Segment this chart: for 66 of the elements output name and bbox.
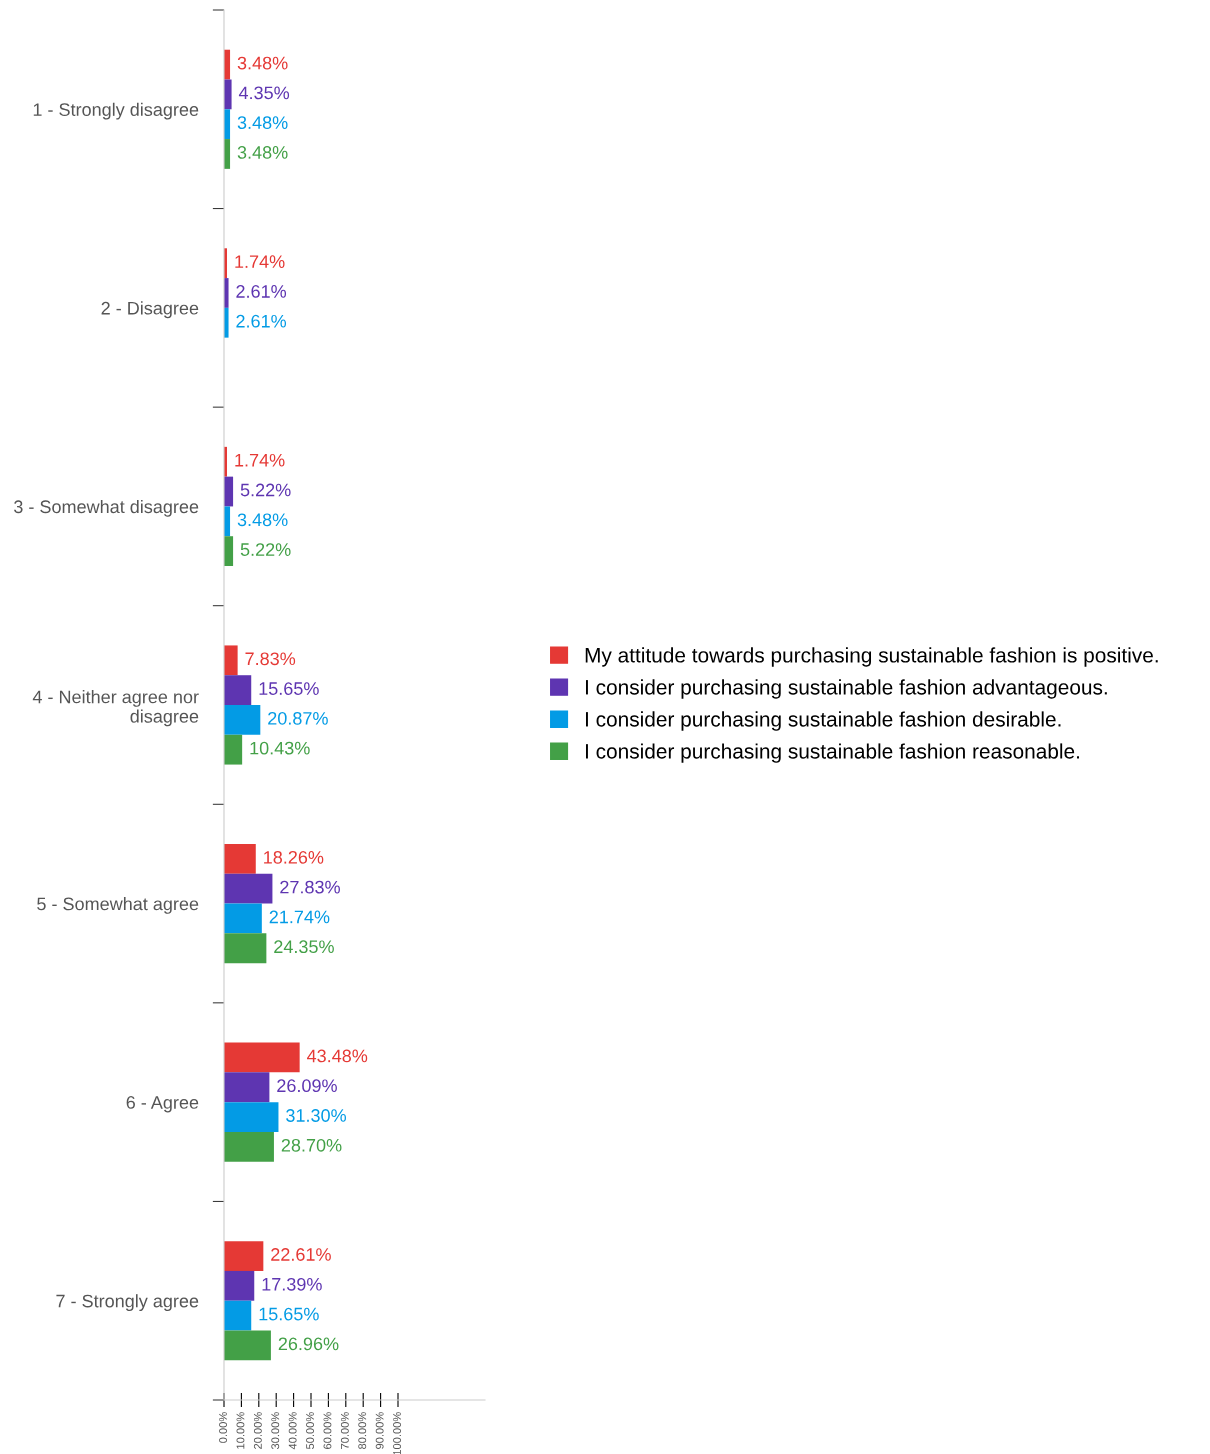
text: 24.35% bbox=[274, 940, 334, 954]
bar bbox=[224, 844, 256, 874]
text: 7.83% bbox=[245, 652, 296, 666]
legend-label: I consider purchasing sustainable fashion reasonable. bbox=[585, 743, 1080, 763]
text: 3.48% bbox=[237, 513, 288, 527]
text: 5.22% bbox=[240, 483, 291, 497]
text: 3.48% bbox=[237, 56, 288, 70]
x-tick-label: 10.00% bbox=[236, 1412, 245, 1449]
bar bbox=[224, 645, 238, 676]
y-tick-label: 3 - Somewhat disagree bbox=[14, 499, 199, 517]
bar bbox=[224, 1270, 255, 1301]
text: 1.74% bbox=[235, 453, 285, 467]
bar bbox=[224, 675, 252, 705]
legend-label: I consider purchasing sustainable fashion desirable. bbox=[585, 711, 1061, 731]
bar bbox=[224, 734, 243, 765]
bar bbox=[224, 1042, 300, 1073]
x-tick-label: 80.00% bbox=[358, 1412, 367, 1450]
bar bbox=[224, 903, 262, 934]
bar bbox=[224, 79, 232, 110]
y-tick-label: 6 - Agree bbox=[126, 1096, 199, 1113]
text: 3.48% bbox=[237, 146, 288, 159]
bar bbox=[224, 1102, 279, 1132]
text: 5.22% bbox=[240, 543, 291, 556]
text: 15.65% bbox=[259, 682, 319, 695]
bar bbox=[224, 1131, 274, 1162]
text: 22.61% bbox=[271, 1248, 331, 1261]
text: 26.96% bbox=[278, 1337, 339, 1351]
legend-label: I consider purchasing sustainable fashion advantageous. bbox=[585, 679, 1107, 699]
bar bbox=[224, 933, 267, 964]
text: 43.48% bbox=[307, 1049, 368, 1063]
bar bbox=[224, 1241, 264, 1271]
text: 15.65% bbox=[259, 1307, 319, 1321]
x-tick-label: 70.00% bbox=[340, 1412, 349, 1449]
text: 21.74% bbox=[269, 910, 330, 924]
text: 3.48% bbox=[237, 116, 288, 130]
bar bbox=[224, 1072, 270, 1103]
x-tick-label: 40.00% bbox=[288, 1412, 297, 1450]
x-tick-label: 90.00% bbox=[375, 1412, 384, 1449]
bar bbox=[224, 1330, 271, 1361]
x-tick-label: 20.00% bbox=[253, 1412, 262, 1449]
y-tick-label: 5 - Somewhat agree bbox=[37, 897, 199, 914]
text: 27.83% bbox=[280, 880, 340, 894]
text: 10.43% bbox=[250, 741, 310, 755]
bar bbox=[224, 705, 261, 735]
text: 28.70% bbox=[281, 1138, 342, 1152]
text: 17.39% bbox=[262, 1277, 322, 1291]
text: 4.35% bbox=[238, 86, 290, 100]
bar bbox=[224, 1300, 252, 1331]
y-tick-label: 4 - Neither agree nor disagree bbox=[32, 690, 199, 727]
text: 1.74% bbox=[235, 255, 285, 268]
text: 26.09% bbox=[277, 1079, 337, 1093]
text: 20.87% bbox=[268, 711, 328, 725]
y-tick-label: 2 - Disagree bbox=[101, 301, 199, 319]
legend-label: My attitude towards purchasing sustainable fashion is positive. bbox=[585, 647, 1158, 667]
y-tick-label: 1 - Strongly disagree bbox=[33, 102, 199, 120]
x-tick-label: 30.00% bbox=[271, 1412, 280, 1450]
text: 2.61% bbox=[236, 314, 287, 328]
text: 31.30% bbox=[286, 1109, 346, 1122]
x-tick-label: 50.00% bbox=[306, 1412, 314, 1450]
x-tick-label: 0.00% bbox=[219, 1412, 227, 1443]
bar bbox=[224, 873, 273, 904]
x-tick-label: 100.00% bbox=[393, 1412, 401, 1454]
y-tick-label: 7 - Strongly agree bbox=[56, 1294, 199, 1311]
text: 2.61% bbox=[236, 285, 287, 298]
x-tick-label: 60.00% bbox=[323, 1412, 332, 1449]
text: 18.26% bbox=[264, 850, 324, 864]
